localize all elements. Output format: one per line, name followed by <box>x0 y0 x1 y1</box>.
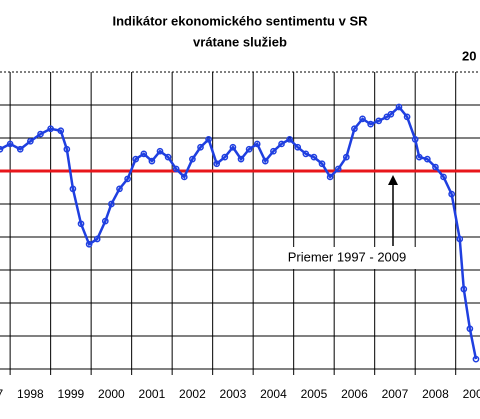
data-point <box>77 220 85 228</box>
data-point <box>415 153 423 161</box>
data-point <box>270 147 277 155</box>
x-tick-label: 2001 <box>139 387 166 401</box>
annotation-box <box>264 247 430 269</box>
data-point <box>334 165 342 173</box>
data-point <box>85 240 93 248</box>
data-point <box>261 157 269 165</box>
data-point <box>0 145 4 153</box>
data-point <box>140 150 148 158</box>
data-point <box>221 153 229 161</box>
data-point <box>472 355 480 363</box>
data-point <box>164 153 172 161</box>
data-point <box>302 150 310 158</box>
data-point <box>253 140 261 148</box>
data-point <box>294 143 302 151</box>
chart-title: Indikátor ekonomického sentimentu v SR <box>113 13 369 28</box>
data-point <box>189 155 196 163</box>
data-point <box>237 155 245 163</box>
data-point <box>318 160 326 168</box>
data-point <box>116 185 123 193</box>
data-point <box>63 145 71 153</box>
data-point <box>432 163 439 171</box>
annotation: Priemer 1997 - 2009 <box>288 249 407 264</box>
x-tick-label: 2006 <box>341 387 368 401</box>
data-point <box>37 130 44 138</box>
data-point <box>460 285 468 293</box>
data-point <box>278 140 285 148</box>
data-point <box>359 115 366 123</box>
chart-title: vrátane služieb <box>193 34 287 49</box>
data-point <box>229 143 237 151</box>
x-tick-label: 1998 <box>17 387 44 401</box>
data-point <box>108 200 115 208</box>
data-point <box>172 165 180 173</box>
data-point <box>448 190 455 198</box>
data-point <box>124 175 131 183</box>
data-point <box>197 143 204 151</box>
data-point <box>101 217 109 225</box>
data-point <box>180 173 188 181</box>
data-point <box>57 127 65 135</box>
data-point <box>411 135 419 143</box>
data-point <box>466 325 474 333</box>
x-tick-label: 2005 <box>301 387 328 401</box>
x-tick-label: 2007 <box>382 387 409 401</box>
x-tick-label: 1997 <box>0 387 4 401</box>
data-point <box>69 185 77 193</box>
data-point <box>148 157 156 165</box>
data-point <box>47 125 54 133</box>
x-tick-label: 2000 <box>98 387 125 401</box>
data-point <box>387 110 395 118</box>
data-point <box>213 160 221 168</box>
data-point <box>205 135 212 143</box>
data-point <box>93 235 101 243</box>
annotation-arrowhead <box>388 175 398 185</box>
data-point <box>440 173 447 181</box>
x-tick-label: 2004 <box>260 387 287 401</box>
data-point <box>351 125 358 133</box>
data-point <box>156 147 164 155</box>
corner-text: 20 <box>462 48 476 63</box>
x-tick-label: 2009 <box>463 387 480 401</box>
data-point <box>423 155 431 163</box>
data-point <box>342 153 350 161</box>
data-point <box>132 155 140 163</box>
data-point <box>310 153 318 161</box>
data-point <box>245 145 253 153</box>
data-point <box>16 145 24 153</box>
x-tick-label: 2003 <box>220 387 247 401</box>
data-point <box>395 103 403 111</box>
x-tick-label: 2002 <box>179 387 206 401</box>
data-point <box>286 135 293 143</box>
x-tick-label: 2008 <box>422 387 449 401</box>
data-point <box>6 140 14 148</box>
data-point <box>403 113 411 121</box>
series-line <box>0 105 478 360</box>
x-tick-label: 1999 <box>58 387 85 401</box>
data-point <box>27 137 34 145</box>
data-point <box>326 173 334 181</box>
data-point <box>367 120 374 128</box>
data-point <box>375 117 383 125</box>
data-point <box>456 235 464 243</box>
